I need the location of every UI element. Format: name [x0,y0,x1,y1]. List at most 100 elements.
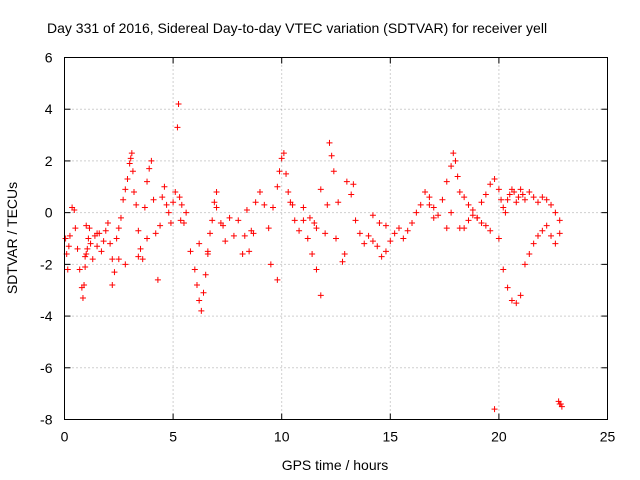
data-point [513,300,520,307]
data-point [144,235,151,242]
data-point [109,282,116,289]
data-point [283,170,290,177]
data-point [502,209,509,216]
data-point [81,282,88,289]
axis-ticks: 0 5 10 15 20 25 -8 -6 -4 -2 0 2 4 6 [40,50,615,445]
data-point [450,150,457,157]
data-point [400,235,407,242]
data-point [495,235,502,242]
data-point [317,292,324,299]
data-point [519,191,526,198]
data-point [127,155,134,162]
data-point [131,188,138,195]
data-point [422,188,429,195]
data-point [161,183,168,190]
data-point [478,219,485,226]
data-point [276,168,283,175]
data-point [180,219,187,226]
data-point [157,222,164,229]
y-tick-label: -4 [40,308,53,324]
y-tick-label: 4 [45,101,53,117]
x-tick-label: 5 [169,429,177,445]
data-point [183,209,190,216]
data-point [369,238,376,245]
data-point [65,243,72,250]
data-point [426,201,433,208]
data-point [84,245,91,252]
data-point [235,217,242,224]
data-point [306,214,313,221]
data-point [328,152,335,159]
y-tick-label: 0 [45,205,53,221]
data-point [241,232,248,239]
data-point [517,186,524,193]
data-point [504,196,511,203]
data-point [104,219,111,226]
data-point [448,163,455,170]
data-point [98,248,105,255]
data-point [270,204,277,211]
data-point [500,204,507,211]
data-point [465,201,472,208]
data-point [135,227,142,234]
data-point [109,256,116,263]
chart-title: Day 331 of 2016, Sidereal Day-to-day VTE… [47,20,547,36]
data-point [395,225,402,232]
data-point [74,245,81,252]
data-point [534,232,541,239]
data-point [452,157,459,164]
data-point [322,230,329,237]
data-point [207,230,214,237]
data-point [133,201,140,208]
data-point [539,227,546,234]
data-point [267,261,274,268]
y-tick-label: 6 [45,50,53,66]
data-point [102,227,109,234]
data-point [430,214,437,221]
data-point [122,186,129,193]
data-point [539,194,546,201]
data-point [111,269,118,276]
data-point [521,261,528,268]
data-point [274,276,281,283]
data-point [274,183,281,190]
data-point [167,219,174,226]
data-point [469,212,476,219]
data-point [426,194,433,201]
data-point [85,235,92,242]
data-point [348,191,355,198]
data-point [94,230,101,237]
data-point [350,181,357,188]
data-point [291,217,298,224]
data-point [343,178,350,185]
data-point [391,230,398,237]
data-point [543,196,550,203]
data-point [177,217,184,224]
data-point [548,201,555,208]
data-point [137,245,144,252]
data-point [163,201,170,208]
data-point [330,168,337,175]
x-tick-label: 15 [383,429,399,445]
data-point [176,194,183,201]
data-point [378,253,385,260]
y-axis-label: SDTVAR / TECUs [4,182,20,294]
data-point [361,240,368,247]
data-point [226,214,233,221]
data-point [491,406,498,413]
data-point [94,243,101,250]
data-point [413,209,420,216]
data-point [129,168,136,175]
data-point [196,297,203,304]
data-point [202,271,209,278]
data-point [89,256,96,263]
data-point [243,207,250,214]
data-point [313,266,320,273]
y-tick-label: -8 [40,412,53,428]
data-point [139,256,146,263]
data-point [374,243,381,250]
data-point [175,101,182,108]
data-point [239,251,246,258]
data-point [478,199,485,206]
